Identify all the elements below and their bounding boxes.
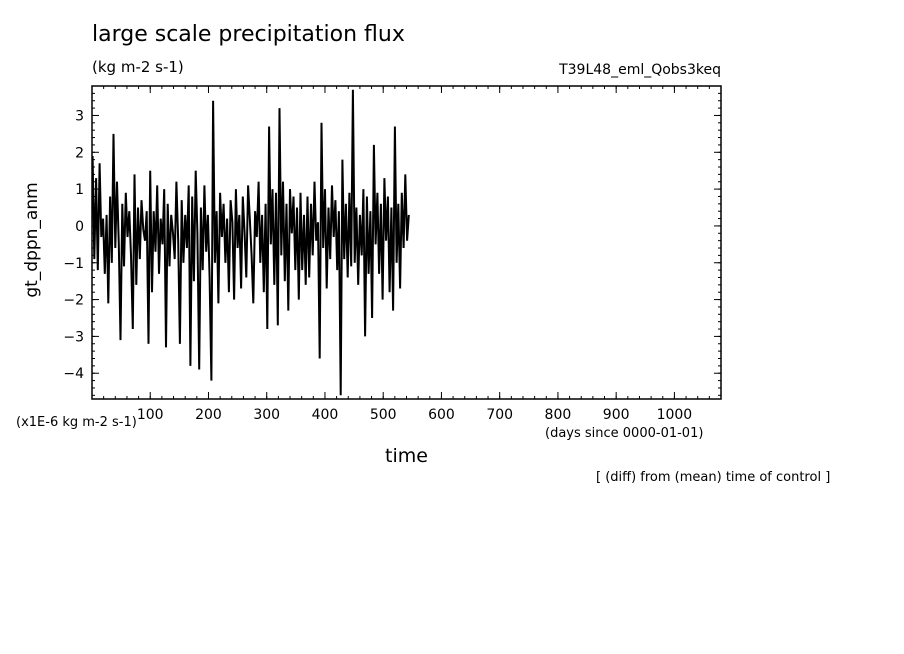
footnote: [ (diff) from (mean) time of control ] (596, 470, 831, 485)
x-unit-note: (days since 0000-01-01) (545, 426, 704, 441)
x-axis-label: time (385, 445, 428, 467)
y-tick-label: −2 (63, 293, 84, 309)
x-tick-label: 600 (428, 407, 455, 423)
x-tick-label: 400 (312, 407, 339, 423)
y-tick-label: 3 (75, 108, 84, 124)
chart-title: large scale precipitation flux (92, 22, 405, 47)
x-tick-label: 500 (370, 407, 397, 423)
y-tick-label: 1 (75, 182, 84, 198)
series-group (91, 89, 410, 396)
y-tick-label: 2 (75, 145, 84, 161)
x-tick-label: 700 (486, 407, 513, 423)
y-tick-label: −1 (63, 256, 84, 272)
x-tick-label: 1000 (657, 407, 693, 423)
x-tick-label: 200 (195, 407, 222, 423)
y-tick-label: −4 (63, 366, 84, 382)
y-scale-note: (x1E-6 kg m-2 s-1) (16, 415, 137, 430)
x-tick-label: 900 (603, 407, 630, 423)
axis-tick-labels: 100 200 300 400 500 600 700 800 900 1000 −4 −3 −2 −1 0… (63, 108, 692, 423)
chart-units: (kg m-2 s-1) (92, 58, 184, 76)
series-line (91, 89, 410, 396)
y-tick-label: 0 (75, 219, 84, 235)
y-tick-label: −3 (63, 329, 84, 345)
x-tick-label: 300 (253, 407, 280, 423)
plot-frame (91, 85, 722, 400)
x-tick-label: 800 (545, 407, 572, 423)
x-tick-label: 100 (137, 407, 164, 423)
run-name: T39L48_eml_Qobs3keq (559, 62, 721, 78)
